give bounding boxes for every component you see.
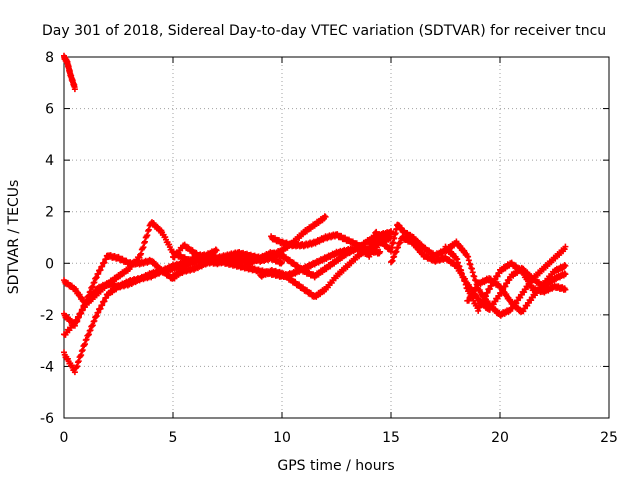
series-track-a xyxy=(61,52,78,93)
x-tick-label: 5 xyxy=(169,430,178,446)
data-point xyxy=(562,286,569,293)
y-tick-label: 2 xyxy=(45,205,54,221)
data-point xyxy=(71,86,78,93)
data-point xyxy=(377,248,384,255)
x-axis-label: GPS time / hours xyxy=(277,458,394,474)
x-tick-label: 0 xyxy=(60,430,69,446)
x-tick-label: 20 xyxy=(491,430,509,446)
plot-frame xyxy=(63,56,610,419)
y-tick-label: 8 xyxy=(45,50,54,66)
series-track-j xyxy=(366,221,569,319)
x-tick-label: 10 xyxy=(273,430,291,446)
y-tick-label: -6 xyxy=(40,411,54,427)
y-axis-label: SDTVAR / TECUs xyxy=(6,180,22,295)
y-tick-label: 4 xyxy=(45,153,54,169)
chart-title: Day 301 of 2018, Sidereal Day-to-day VTE… xyxy=(42,23,606,39)
y-tick-label: -4 xyxy=(40,359,54,375)
data-point xyxy=(562,271,569,278)
y-tick-label: 0 xyxy=(45,256,54,272)
y-tick-label: -2 xyxy=(40,308,54,324)
data-point xyxy=(279,259,285,266)
series-track-i xyxy=(268,231,384,257)
series-track-d xyxy=(61,219,198,308)
data-points xyxy=(61,52,569,376)
data-point xyxy=(562,243,569,250)
data-point xyxy=(213,247,220,254)
x-tick-label: 15 xyxy=(382,430,400,446)
data-point xyxy=(322,213,329,220)
x-tick-label: 25 xyxy=(600,430,618,446)
data-point xyxy=(562,262,569,269)
data-point xyxy=(388,228,394,235)
series-track-m xyxy=(464,262,569,316)
axis-ticks: 0 5 10 15 20 25 -6 -4 -2 0 2 4 6 8 xyxy=(40,50,618,446)
y-tick-label: 6 xyxy=(45,102,54,118)
